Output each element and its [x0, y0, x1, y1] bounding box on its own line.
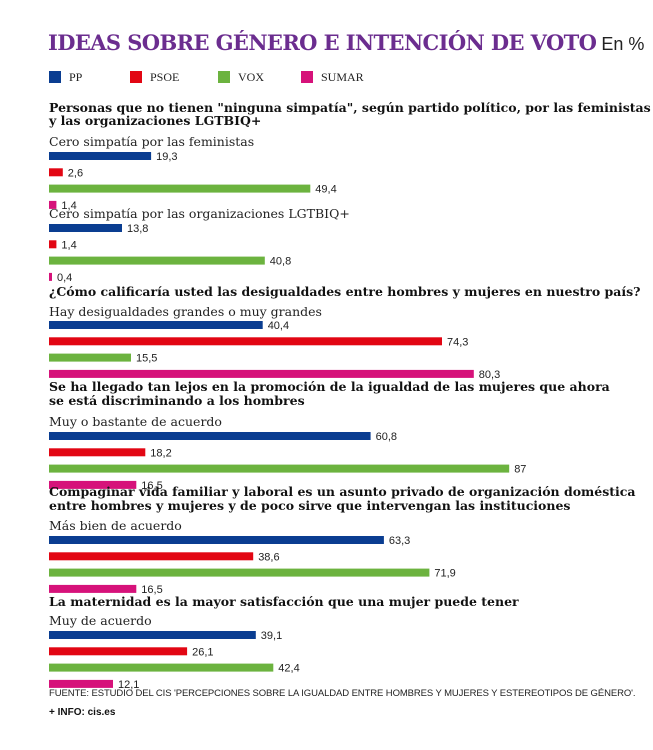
bar-psoe-3-1	[49, 448, 146, 457]
value-label-vox-4-1: 71,9	[434, 568, 455, 580]
value-label-pp-1-2: 13,8	[127, 223, 148, 235]
legend-swatch-vox	[218, 71, 230, 83]
bar-vox-3-1	[49, 464, 510, 473]
question-1-line-2: y las organizaciones LGTBIQ+	[48, 113, 261, 128]
bar-psoe-1-1	[49, 168, 63, 177]
bar-sumar-5-1	[49, 679, 113, 688]
bar-psoe-2-1	[49, 337, 442, 346]
group-label-1-1: Cero simpatía por las feministas	[49, 134, 254, 149]
question-3-line-1: Se ha llegado tan lejos en la promoción …	[49, 379, 610, 394]
chart-unit: En %	[601, 34, 645, 54]
bar-pp-1-2	[49, 224, 122, 232]
group-label-4-1: Más bien de acuerdo	[49, 518, 182, 533]
value-label-sumar-5-1: 12,1	[118, 679, 139, 691]
bar-pp-4-1	[49, 536, 384, 544]
value-label-psoe-2-1: 74,3	[447, 336, 468, 348]
bar-vox-1-1	[49, 184, 311, 193]
value-label-psoe-1-2: 1,4	[61, 239, 76, 251]
group-label-2-1: Hay desigualdades grandes o muy grandes	[49, 304, 322, 319]
value-label-pp-1-1: 19,3	[156, 151, 177, 163]
legend-label-pp: PP	[69, 70, 83, 84]
bar-pp-2-1	[49, 321, 263, 329]
chart-title: IDEAS SOBRE GÉNERO E INTENCIÓN DE VOTO En…	[48, 30, 644, 55]
value-label-psoe-1-1: 2,6	[68, 167, 83, 179]
legend-label-sumar: SUMAR	[321, 70, 364, 84]
question-3-line-2: se está discriminando a los hombres	[49, 393, 305, 408]
value-label-sumar-1-2: 0,4	[57, 272, 72, 284]
question-4-line-1: Compaginar vida familiar y laboral es un…	[49, 484, 636, 499]
legend-swatch-sumar	[301, 71, 313, 83]
value-label-vox-3-1: 87	[514, 464, 526, 476]
value-label-pp-4-1: 63,3	[389, 535, 410, 547]
value-label-psoe-5-1: 26,1	[192, 646, 213, 658]
value-label-pp-3-1: 60,8	[376, 431, 397, 443]
bar-psoe-5-1	[49, 647, 188, 656]
value-label-vox-1-2: 40,8	[270, 256, 291, 268]
legend-swatch-psoe	[130, 71, 142, 83]
value-label-sumar-4-1: 16,5	[141, 584, 162, 596]
bar-sumar-4-1	[49, 584, 137, 593]
bar-vox-4-1	[49, 568, 430, 577]
info-link: + INFO: cis.es	[49, 707, 116, 718]
value-label-pp-5-1: 39,1	[261, 630, 282, 642]
question-4-line-2: entre hombres y mujeres y de poco sirve …	[49, 498, 570, 513]
bar-psoe-1-2	[49, 240, 57, 249]
group-label-5-1: Muy de acuerdo	[49, 613, 152, 628]
group-label-3-1: Muy o bastante de acuerdo	[49, 414, 222, 429]
value-label-sumar-2-1: 80,3	[479, 369, 500, 381]
bar-psoe-4-1	[49, 552, 254, 561]
bar-sumar-1-1	[49, 200, 57, 209]
question-1-line-1: Personas que no tienen "ninguna simpatía…	[49, 100, 651, 115]
value-label-sumar-1-1: 1,4	[61, 200, 76, 212]
value-label-vox-5-1: 42,4	[278, 663, 299, 675]
value-label-vox-2-1: 15,5	[136, 353, 157, 365]
group-label-1-2: Cero simpatía por las organizaciones LGT…	[49, 206, 350, 221]
legend-label-psoe: PSOE	[150, 70, 180, 84]
value-label-vox-1-1: 49,4	[315, 184, 336, 196]
bar-pp-3-1	[49, 432, 371, 440]
question-5-line-1: La maternidad es la mayor satisfacción q…	[49, 594, 519, 609]
chart-title-main: IDEAS SOBRE GÉNERO E INTENCIÓN DE VOTO	[48, 30, 597, 55]
bar-sumar-3-1	[49, 480, 137, 489]
bar-sumar-1-2	[49, 272, 52, 281]
bar-vox-2-1	[49, 353, 131, 362]
bar-sumar-2-1	[49, 369, 474, 378]
bar-pp-5-1	[49, 631, 256, 639]
bar-vox-1-2	[49, 256, 265, 265]
legend-label-vox: VOX	[238, 70, 264, 84]
value-label-psoe-3-1: 18,2	[150, 447, 171, 459]
question-2-line-1: ¿Cómo calificaría usted las desigualdade…	[49, 284, 641, 299]
bar-vox-5-1	[49, 663, 274, 672]
value-label-psoe-4-1: 38,6	[258, 551, 279, 563]
legend-swatch-pp	[49, 71, 61, 83]
bar-pp-1-1	[49, 152, 152, 160]
source-note: FUENTE: ESTUDIO DEL CIS 'PERCEPCIONES SO…	[49, 688, 636, 699]
value-label-sumar-3-1: 16,5	[141, 480, 162, 492]
value-label-pp-2-1: 40,4	[268, 320, 289, 332]
